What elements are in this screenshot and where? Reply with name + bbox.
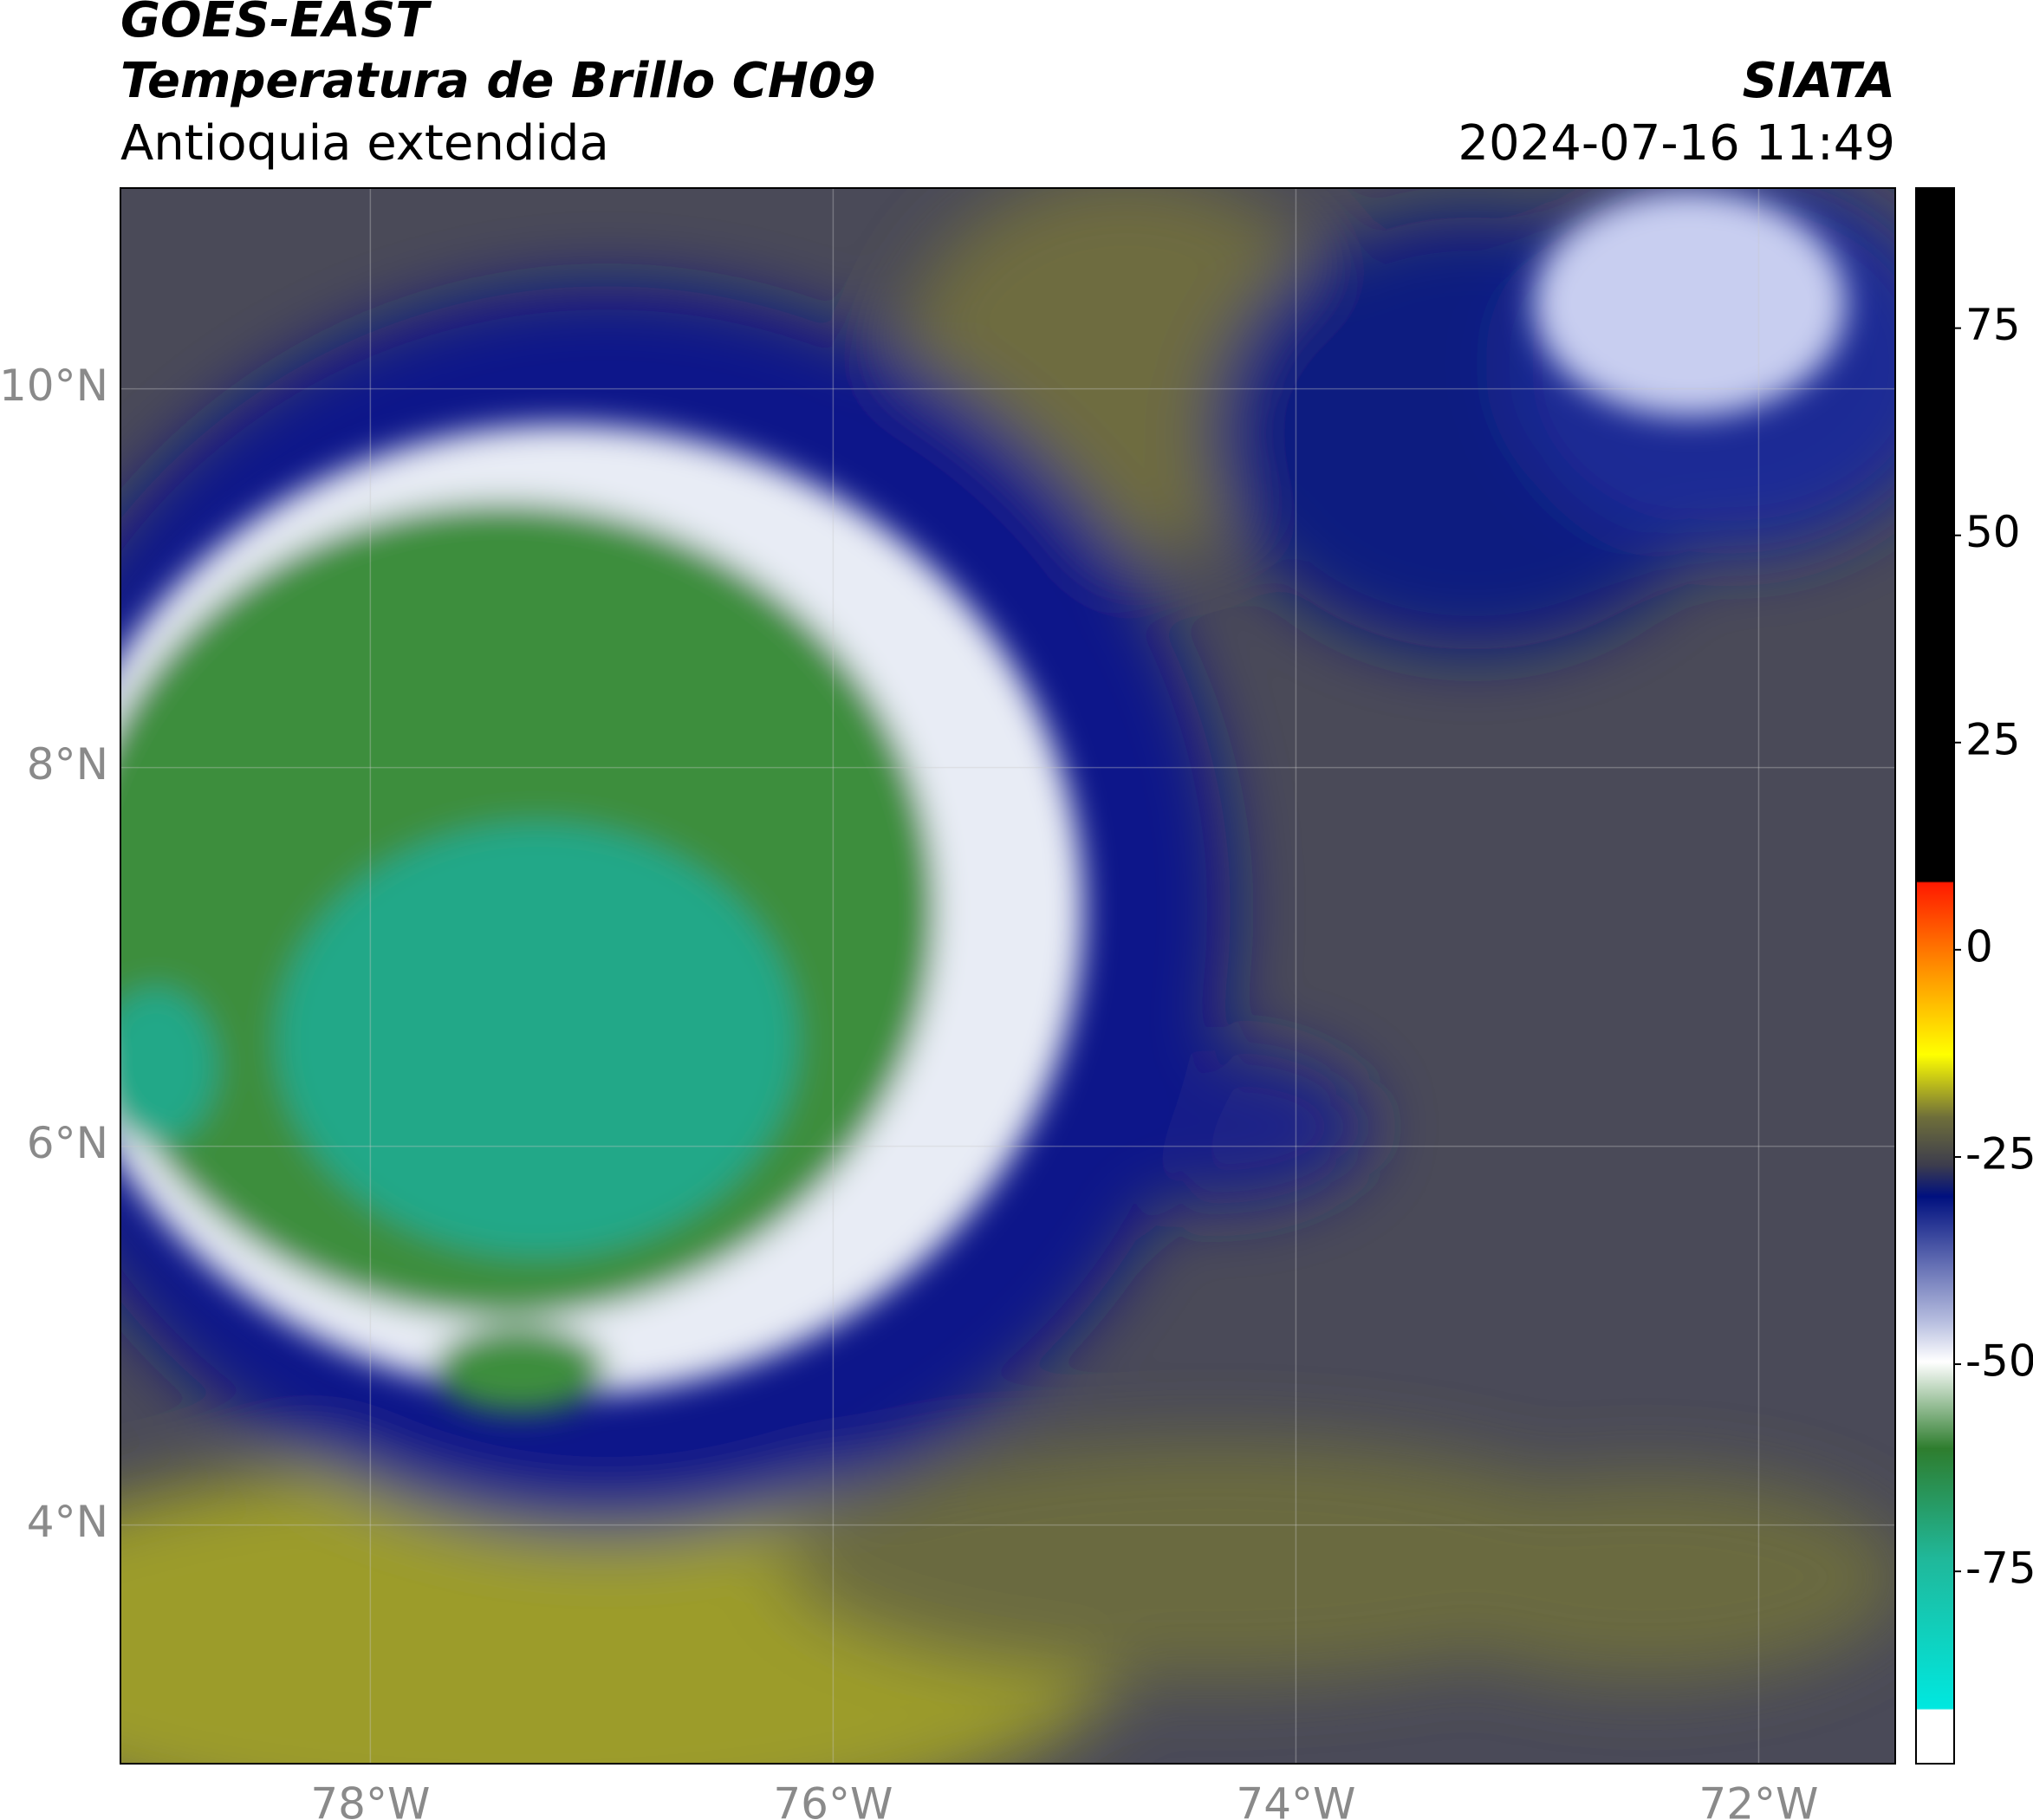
x-tick-label: 76°W — [773, 1779, 893, 1820]
satellite-image — [120, 188, 1895, 1764]
y-tick-label: 4°N — [27, 1497, 108, 1547]
colorbar-tick-label: -25 — [1965, 1128, 2033, 1179]
source: SIATA — [1743, 53, 1895, 109]
region: Antioquia extendida — [120, 115, 609, 172]
map-frame — [120, 187, 1896, 1765]
y-tick-label: 6°N — [27, 1118, 108, 1168]
y-tick-label: 10°N — [0, 361, 108, 411]
x-tick-label: 72°W — [1698, 1779, 1818, 1820]
x-tick-label: 74°W — [1236, 1779, 1355, 1820]
colorbar-tick-label: 25 — [1965, 714, 2021, 764]
colorbar — [1915, 187, 1955, 1765]
y-tick-label: 8°N — [27, 739, 108, 790]
subtitle: Temperatura de Brillo CH09 — [120, 53, 876, 109]
x-tick-label: 78°W — [310, 1779, 430, 1820]
colorbar-tick-label: 0 — [1965, 921, 1993, 972]
colorbar-tick-label: 50 — [1965, 507, 2021, 557]
colorbar-tick-label: -75 — [1965, 1544, 2033, 1594]
datetime: 2024-07-16 11:49 — [1458, 115, 1895, 172]
colorbar-tick-label: 75 — [1965, 300, 2021, 350]
title: GOES-EAST — [120, 0, 432, 49]
colorbar-tick-label: -50 — [1965, 1336, 2033, 1387]
